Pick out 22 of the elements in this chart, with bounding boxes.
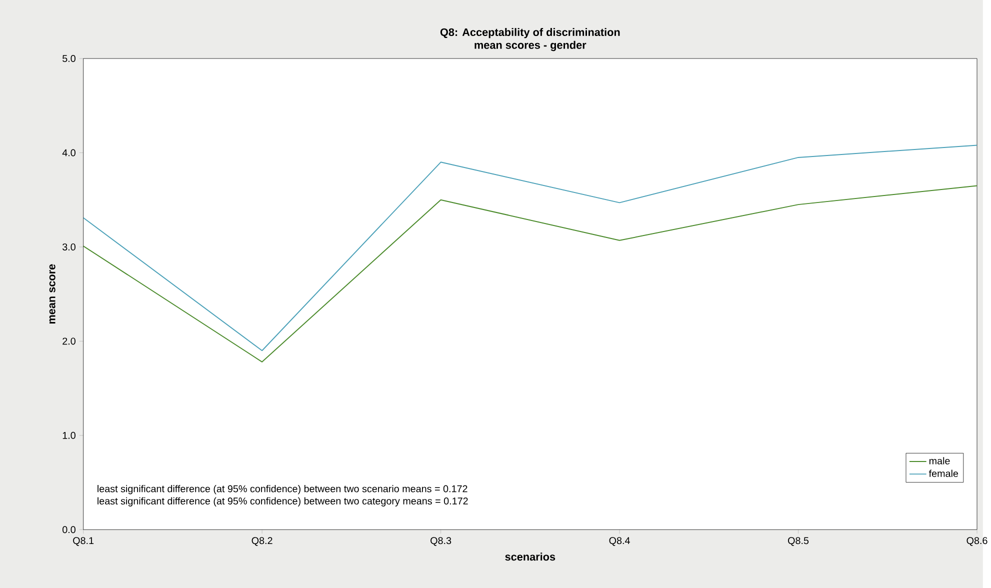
y-tick-label: 5.0 <box>62 54 76 62</box>
x-tick-label: Q8.5 <box>788 537 809 546</box>
annotation: least significant difference (at 95% confidence) between two category means = 0.172 <box>98 497 468 506</box>
legend-label: female <box>928 470 958 477</box>
legend-label: male <box>929 457 950 464</box>
x-tick-label: Q8.2 <box>252 537 272 546</box>
y-tick-label: 1.0 <box>62 432 76 439</box>
x-tick-label: Q8.3 <box>430 537 452 546</box>
line-series <box>83 185 978 362</box>
annotation: least significant difference (at 95% confidence) between two scenario means = 0.172 <box>98 484 468 494</box>
x-tick-label: Q8.6 <box>966 537 988 546</box>
y-axis-title: mean score <box>49 264 56 324</box>
y-tick-label: 4.0 <box>62 149 76 156</box>
line-series <box>83 144 978 352</box>
x-tick-label: Q8.1 <box>73 537 94 546</box>
x-axis-title: scenarios <box>505 552 556 561</box>
y-tick-label: 2.0 <box>62 338 76 345</box>
x-tick-label: Q8.4 <box>609 537 630 546</box>
y-tick-label: 0.0 <box>62 526 76 534</box>
y-tick-label: 3.0 <box>62 243 76 250</box>
chart-title: Q8: Acceptability of discrimination <box>440 28 620 38</box>
chart-subtitle: mean scores - gender <box>474 40 586 51</box>
